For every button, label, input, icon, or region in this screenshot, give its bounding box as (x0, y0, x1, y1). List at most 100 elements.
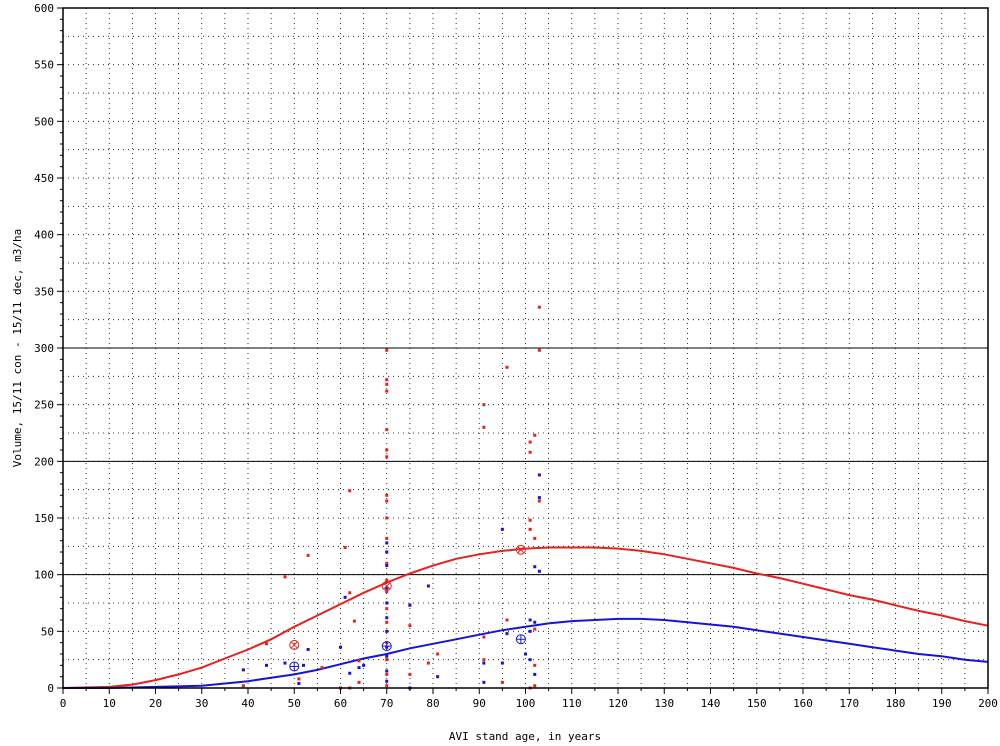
y-axis-ticks: 0 50 100 150 200 250 300 350 400 450 500 550 600 (34, 2, 63, 695)
data-point (385, 679, 389, 683)
data-point (339, 645, 342, 649)
data-point (528, 440, 532, 444)
x-tick-label: 50 (288, 697, 301, 710)
data-point (500, 680, 504, 684)
y-tick-label: 300 (34, 342, 54, 355)
fitted-curves (62, 546, 989, 689)
data-point (348, 489, 352, 493)
data-point (352, 619, 356, 623)
data-point (528, 629, 532, 633)
data-point (385, 499, 389, 503)
data-point (320, 666, 324, 670)
data-point (385, 672, 389, 676)
x-tick-label: 80 (426, 697, 439, 710)
data-point (533, 663, 537, 667)
x-tick-label: 20 (149, 697, 162, 710)
data-point (283, 661, 287, 665)
y-tick-label: 450 (34, 172, 54, 185)
data-point (265, 663, 268, 667)
data-point (528, 618, 532, 622)
x-tick-label: 130 (654, 697, 674, 710)
data-point (500, 527, 504, 531)
data-point (537, 305, 541, 309)
x-axis-ticks: 0 10 20 30 40 50 60 70 80 90 100 110 120 130 140 150 160… (60, 688, 998, 710)
y-tick-label: 600 (34, 2, 54, 15)
data-point (533, 433, 537, 437)
x-tick-label: 180 (886, 697, 906, 710)
data-point (265, 642, 268, 646)
data-point (385, 669, 389, 673)
x-tick-label: 170 (839, 697, 859, 710)
data-point (385, 382, 389, 386)
data-point (385, 348, 389, 352)
data-point (362, 663, 366, 667)
data-point (408, 603, 412, 607)
data-point (297, 677, 301, 681)
data-point (524, 652, 527, 656)
data-point (385, 586, 389, 590)
data-point (348, 591, 352, 595)
x-tick-label: 0 (60, 697, 67, 710)
data-point (482, 425, 486, 429)
data-point (533, 565, 537, 569)
data-point (505, 632, 509, 636)
data-point (482, 658, 486, 662)
data-point (528, 518, 532, 522)
data-point (385, 629, 389, 633)
data-point (505, 618, 509, 622)
mean-marker (381, 581, 392, 591)
data-point (505, 365, 509, 369)
x-tick-label: 120 (608, 697, 628, 710)
data-point (537, 496, 541, 500)
data-point (385, 654, 389, 658)
y-axis-label: Volume, 15/11 con - 15/11 dec, m3/ha (11, 229, 24, 467)
data-point (385, 493, 389, 497)
data-point (385, 561, 389, 565)
data-point (537, 569, 541, 573)
y-tick-label: 100 (34, 569, 54, 582)
data-point (302, 663, 305, 667)
data-point (357, 659, 361, 663)
data-point (408, 672, 412, 676)
x-tick-label: 10 (103, 697, 116, 710)
y-tick-label: 550 (34, 59, 54, 72)
x-tick-label: 30 (195, 697, 208, 710)
y-tick-label: 200 (34, 455, 54, 468)
data-point (385, 455, 389, 459)
data-point (348, 671, 352, 675)
data-point (385, 536, 389, 540)
y-tick-label: 150 (34, 512, 54, 525)
y-tick-label: 250 (34, 399, 54, 412)
data-point (385, 658, 389, 662)
x-tick-label: 160 (793, 697, 813, 710)
x-tick-label: 140 (701, 697, 721, 710)
data-points (241, 305, 541, 690)
x-tick-label: 40 (241, 697, 254, 710)
x-tick-label: 70 (380, 697, 393, 710)
data-point (385, 578, 389, 582)
data-point (533, 536, 537, 540)
mean-marker (515, 634, 526, 645)
x-tick-label: 190 (932, 697, 952, 710)
data-point (537, 473, 541, 477)
x-axis-label: AVI stand age, in years (449, 730, 601, 743)
data-point (537, 348, 541, 352)
data-point (426, 584, 430, 588)
data-point (343, 545, 347, 549)
data-point (528, 527, 532, 531)
mean-markers (289, 544, 526, 672)
data-point (385, 541, 389, 545)
data-point (297, 681, 301, 685)
data-point (436, 652, 440, 656)
x-tick-label: 200 (978, 697, 998, 710)
data-point (385, 620, 389, 624)
data-point (241, 684, 245, 688)
data-point (385, 389, 389, 393)
x-tick-label: 60 (334, 697, 347, 710)
reference-lines (63, 347, 988, 576)
data-point (385, 601, 389, 605)
data-point (385, 607, 389, 611)
data-point (385, 378, 389, 382)
y-tick-label: 0 (47, 682, 54, 695)
